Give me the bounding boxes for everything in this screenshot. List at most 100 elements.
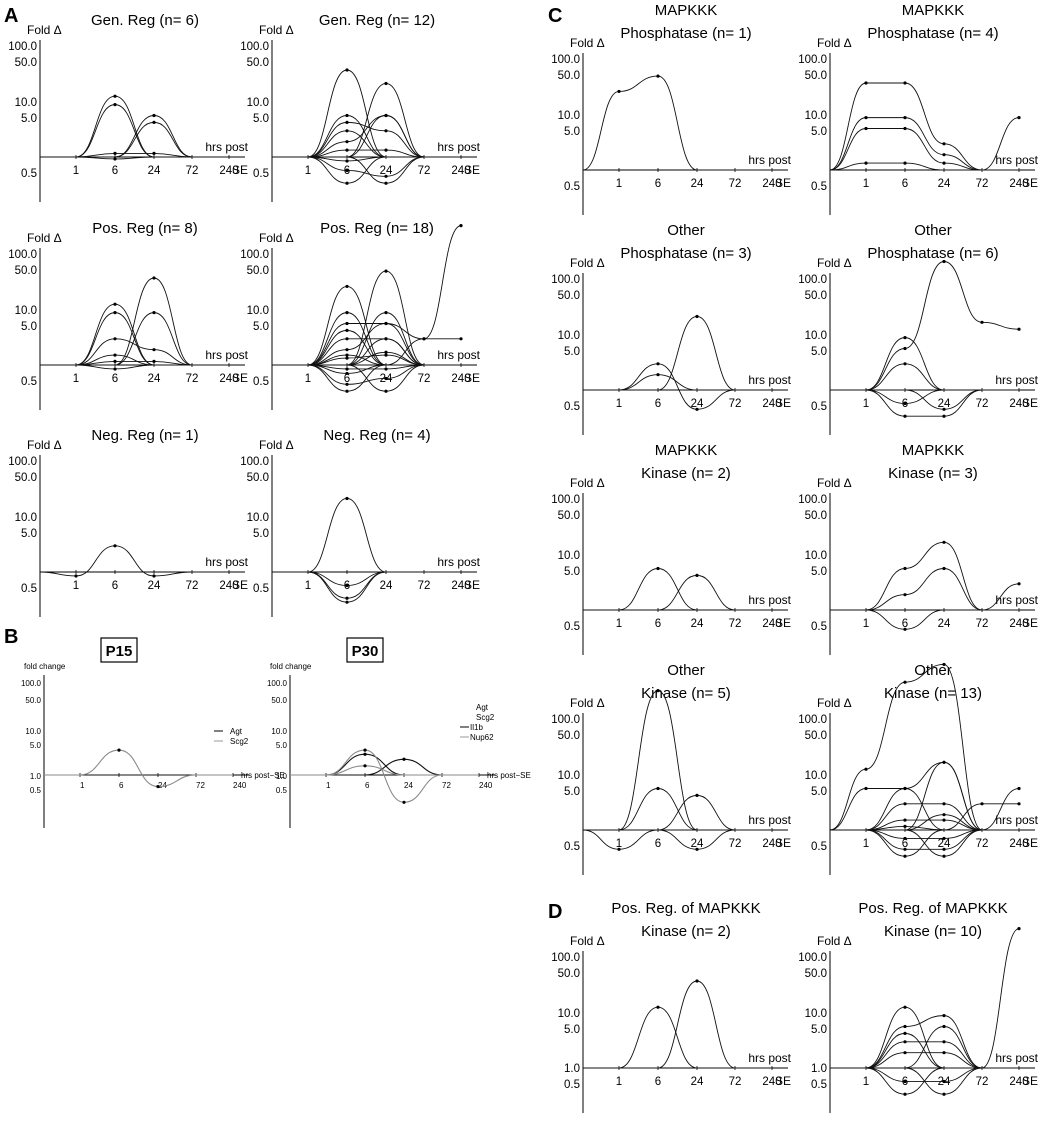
y-tick-label: 10.0 [271, 727, 287, 736]
chart-C1: MAPKKKPhosphatase (n= 1)Fold Δ100.050.01… [551, 2, 791, 215]
data-point [864, 787, 867, 790]
data-point [345, 285, 348, 288]
x-axis-label-line2: SE [775, 616, 791, 630]
y-tick-label: 5.0 [253, 528, 269, 540]
data-point [864, 127, 867, 130]
data-point [363, 748, 366, 751]
series-g2 [583, 788, 772, 830]
series-g1 [272, 286, 461, 365]
series-g17 [272, 352, 461, 365]
series-Agt [290, 754, 479, 775]
data-point [695, 574, 698, 577]
series-Il1b [290, 759, 479, 775]
chart-title-line1: MAPKKK [655, 2, 718, 19]
data-point [384, 270, 387, 273]
x-axis-label-line1: hrs post [205, 140, 248, 154]
data-point [942, 541, 945, 544]
y-axis-label: fold change [24, 662, 66, 671]
y-tick-label: 100.0 [21, 679, 42, 688]
data-point [345, 329, 348, 332]
x-tick-label: 6 [902, 178, 908, 190]
series-g13 [830, 826, 1019, 830]
series-g5 [272, 226, 461, 365]
series-g8 [830, 830, 1019, 856]
data-point [942, 663, 945, 666]
x-tick-label: 24 [938, 178, 951, 190]
chart-title-line2: Kinase (n= 10) [884, 923, 982, 940]
x-axis-label-line2: SE [1022, 396, 1038, 410]
series-g2 [583, 981, 772, 1068]
data-point [1017, 802, 1020, 805]
data-point [156, 785, 159, 788]
x-axis-label-line1: hrs post [205, 555, 248, 569]
x-tick-label: 1 [80, 781, 85, 790]
y-tick-label: 0.5 [253, 168, 269, 180]
series-g10 [272, 157, 461, 176]
chart-title-line1: Other [667, 662, 705, 679]
data-point [656, 689, 659, 692]
series-g3 [830, 364, 1019, 390]
series-g11 [272, 150, 461, 157]
data-point [345, 182, 348, 185]
y-tick-label: 5.0 [564, 346, 580, 358]
panel-label-b: B [4, 626, 18, 648]
x-tick-label: 72 [186, 580, 199, 592]
panel-label-a: A [4, 5, 18, 27]
data-point [345, 357, 348, 360]
x-tick-label: 72 [442, 781, 451, 790]
x-tick-label: 1 [863, 178, 869, 190]
chart-C6: MAPKKKKinase (n= 3)Fold Δ100.050.010.05.… [798, 442, 1038, 655]
data-point [1017, 787, 1020, 790]
data-point [113, 367, 116, 370]
data-point [152, 152, 155, 155]
chart-title-line2: Kinase (n= 3) [888, 465, 978, 482]
y-tick-label: 5.0 [253, 321, 269, 333]
chart-A3: Pos. Reg (n= 8)Fold Δ100.050.010.05.00.5… [8, 220, 248, 410]
chart-title-line2: Kinase (n= 2) [641, 465, 731, 482]
data-point [384, 377, 387, 380]
series-g18 [272, 365, 461, 369]
data-point [113, 360, 116, 363]
chart-title-line2: Kinase (n= 5) [641, 685, 731, 702]
x-axis-label-line2: SE [775, 176, 791, 190]
data-point [695, 979, 698, 982]
chart-title-line1: MAPKKK [902, 2, 965, 19]
data-point [384, 337, 387, 340]
data-point [903, 336, 906, 339]
data-point [864, 116, 867, 119]
x-tick-label: 1 [73, 580, 79, 592]
x-tick-label: 72 [186, 165, 199, 177]
data-point [152, 574, 155, 577]
x-tick-label: 1 [305, 165, 311, 177]
chart-C2: MAPKKKPhosphatase (n= 4)Fold Δ100.050.01… [798, 2, 1038, 215]
series-g6 [40, 355, 229, 365]
data-point [459, 337, 462, 340]
chart-title: Pos. Reg (n= 18) [320, 220, 434, 237]
data-point [345, 383, 348, 386]
data-point [903, 855, 906, 858]
x-tick-label: 72 [976, 1076, 989, 1088]
data-point [903, 1080, 906, 1083]
chart-title: Gen. Reg (n= 12) [319, 12, 435, 29]
data-point [903, 162, 906, 165]
series-g5 [583, 830, 772, 849]
data-point [74, 574, 77, 577]
data-point [942, 802, 945, 805]
chart-title-line1: Other [914, 222, 952, 239]
series-g14 [272, 339, 461, 365]
x-axis-label-line2: SE [464, 371, 480, 385]
data-point [617, 848, 620, 851]
data-point [656, 362, 659, 365]
data-point [942, 162, 945, 165]
y-tick-label: 50.0 [805, 290, 827, 302]
series-Scg2 [290, 750, 479, 802]
x-tick-label: 1 [863, 398, 869, 410]
data-point [459, 224, 462, 227]
data-point [942, 761, 945, 764]
y-tick-label: 50.0 [247, 472, 269, 484]
figure: A B C D Gen. Reg (n= 6)Fold Δ100.050.010… [0, 0, 1045, 1129]
data-point [942, 1051, 945, 1054]
y-tick-label: 0.5 [811, 181, 827, 193]
y-tick-label: 50.0 [271, 696, 287, 705]
data-point [617, 90, 620, 93]
